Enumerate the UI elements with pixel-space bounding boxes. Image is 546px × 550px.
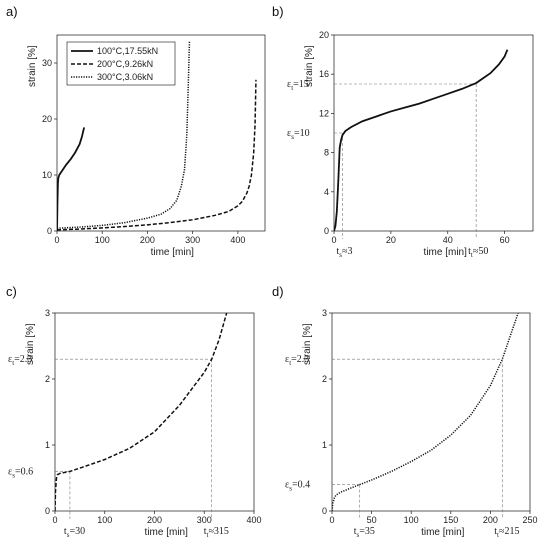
x-tick-label: 0 [331, 235, 336, 245]
panel-label: d) [272, 284, 284, 299]
chart-panel-b: b) 0 20 40 60 0 4 8 12 16 20 time [min] strain [%]εt… [272, 4, 534, 259]
y-axis-label: strain [%] [302, 323, 313, 365]
chart-panel-a: a) 0 100 200 300 400 0 10 20 30 time [min] strain [… [6, 4, 266, 258]
y-tick-label: 20 [42, 114, 52, 124]
y-tick-label: 8 [324, 148, 329, 158]
panel-label: b) [272, 4, 284, 19]
x-tick-label: 0 [329, 515, 334, 525]
annotation-t-s: ts=30 [64, 526, 85, 539]
x-tick-label: 0 [52, 515, 57, 525]
y-tick-label: 1 [45, 440, 50, 450]
x-tick-label: 150 [443, 515, 458, 525]
series-line-0 [334, 49, 509, 231]
y-tick-label: 0 [45, 506, 50, 516]
legend-entry: 200°C,9.26kN [97, 59, 153, 69]
x-tick-label: 40 [443, 235, 453, 245]
y-tick-label: 3 [45, 308, 50, 318]
chart-panel-d: d) 0 50 100 150 200 250 0 1 2 3 time [min] strain [%… [272, 284, 538, 539]
annotation-eps-s: εs=0.6 [8, 466, 33, 479]
plot-frame [54, 312, 255, 512]
x-tick-label: 60 [500, 235, 510, 245]
x-axis-label: time [min] [424, 247, 468, 258]
y-axis-label: strain [%] [304, 45, 315, 87]
series-line-100-c-17-55kn [57, 127, 86, 231]
annotation-eps-t: εt=2.3 [8, 354, 32, 367]
y-tick-label: 0 [322, 506, 327, 516]
x-tick-label: 50 [367, 515, 377, 525]
x-axis-label: time [min] [421, 527, 465, 538]
plot-frame [333, 34, 534, 232]
x-tick-label: 0 [54, 235, 59, 245]
annotation-t-t: tt≈50 [468, 246, 488, 259]
series-line-0 [55, 313, 228, 511]
x-tick-label: 100 [97, 515, 112, 525]
x-tick-label: 200 [147, 515, 162, 525]
annotation-eps-t: εt=2.3 [285, 354, 309, 367]
y-tick-label: 12 [319, 108, 329, 118]
x-tick-label: 200 [140, 235, 155, 245]
annotation-eps-s: εs=0.4 [285, 480, 310, 493]
y-axis-label: strain [%] [25, 323, 36, 365]
y-tick-label: 0 [324, 226, 329, 236]
x-tick-label: 200 [483, 515, 498, 525]
x-tick-label: 250 [522, 515, 537, 525]
x-tick-label: 20 [386, 235, 396, 245]
x-axis-label: time [min] [145, 527, 189, 538]
legend-entry: 100°C,17.55kN [97, 46, 158, 56]
x-tick-label: 400 [230, 235, 245, 245]
x-tick-label: 100 [95, 235, 110, 245]
annotation-eps-t: εt=15 [287, 79, 309, 92]
y-tick-label: 3 [322, 308, 327, 318]
y-tick-label: 0 [47, 226, 52, 236]
panel-label: c) [6, 284, 17, 299]
y-tick-label: 1 [322, 440, 327, 450]
plot-frame [331, 312, 531, 512]
legend-entry: 300°C,3.06kN [97, 72, 153, 82]
y-tick-label: 20 [319, 30, 329, 40]
annotation-t-s: ts≈3 [337, 246, 353, 259]
annotation-t-t: tt≈215 [494, 526, 519, 539]
y-tick-label: 4 [324, 187, 329, 197]
x-tick-label: 100 [404, 515, 419, 525]
y-tick-label: 30 [42, 58, 52, 68]
annotation-eps-s: εs=10 [287, 128, 310, 141]
panel-label: a) [6, 4, 18, 19]
x-axis-label: time [min] [151, 247, 195, 258]
annotation-t-s: ts=35 [354, 526, 375, 539]
y-tick-label: 16 [319, 69, 329, 79]
x-tick-label: 300 [197, 515, 212, 525]
annotation-t-t: tt≈315 [204, 526, 229, 539]
series-line-300-c-3-06kn [57, 40, 191, 229]
y-axis-label: strain [%] [27, 45, 38, 87]
y-tick-label: 2 [322, 374, 327, 384]
plot-frame [56, 34, 266, 232]
x-tick-label: 400 [246, 515, 261, 525]
x-tick-label: 300 [185, 235, 200, 245]
y-tick-label: 10 [42, 170, 52, 180]
series-line-0 [332, 313, 519, 511]
y-tick-label: 2 [45, 374, 50, 384]
series-line-200-c-9-26kn [57, 79, 257, 231]
